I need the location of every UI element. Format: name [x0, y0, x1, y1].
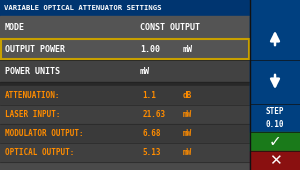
Text: POWER UNITS: POWER UNITS — [5, 66, 60, 75]
Bar — [250, 16, 300, 60]
Text: ✕: ✕ — [268, 153, 281, 168]
Text: CONST OUTPUT: CONST OUTPUT — [140, 22, 200, 31]
Bar — [0, 60, 250, 82]
Bar — [0, 0, 300, 16]
Text: LASER INPUT:: LASER INPUT: — [5, 110, 61, 119]
Text: dB: dB — [182, 91, 192, 100]
Text: 1.00: 1.00 — [140, 45, 160, 54]
Text: mW: mW — [182, 129, 192, 138]
Text: 5.13: 5.13 — [142, 148, 161, 157]
Text: MODULATOR OUTPUT:: MODULATOR OUTPUT: — [5, 129, 84, 138]
Text: OPTICAL OUTPUT:: OPTICAL OUTPUT: — [5, 148, 74, 157]
Text: mW: mW — [182, 110, 192, 119]
Text: 21.63: 21.63 — [142, 110, 166, 119]
Bar — [0, 86, 250, 105]
Text: OUTPUT POWER: OUTPUT POWER — [5, 45, 65, 54]
Bar — [0, 38, 250, 60]
Text: STEP
0.10: STEP 0.10 — [266, 107, 284, 129]
Bar — [250, 0, 300, 170]
Bar — [250, 60, 300, 104]
Text: mW: mW — [182, 45, 193, 54]
Bar — [250, 151, 300, 170]
Text: mW: mW — [182, 148, 192, 157]
Bar — [250, 104, 300, 132]
Text: ✓: ✓ — [268, 134, 281, 149]
Bar — [0, 82, 250, 86]
Bar — [0, 105, 250, 124]
Bar — [250, 132, 300, 151]
Text: 6.68: 6.68 — [142, 129, 161, 138]
Bar — [0, 143, 250, 162]
Text: ATTENUATION:: ATTENUATION: — [5, 91, 61, 100]
Text: 1.1: 1.1 — [142, 91, 156, 100]
Bar — [0, 124, 250, 143]
Text: mW: mW — [140, 66, 150, 75]
Text: MODE: MODE — [5, 22, 25, 31]
Text: VARIABLE OPTICAL ATTENUATOR SETTINGS: VARIABLE OPTICAL ATTENUATOR SETTINGS — [4, 5, 161, 11]
Bar — [0, 16, 250, 38]
